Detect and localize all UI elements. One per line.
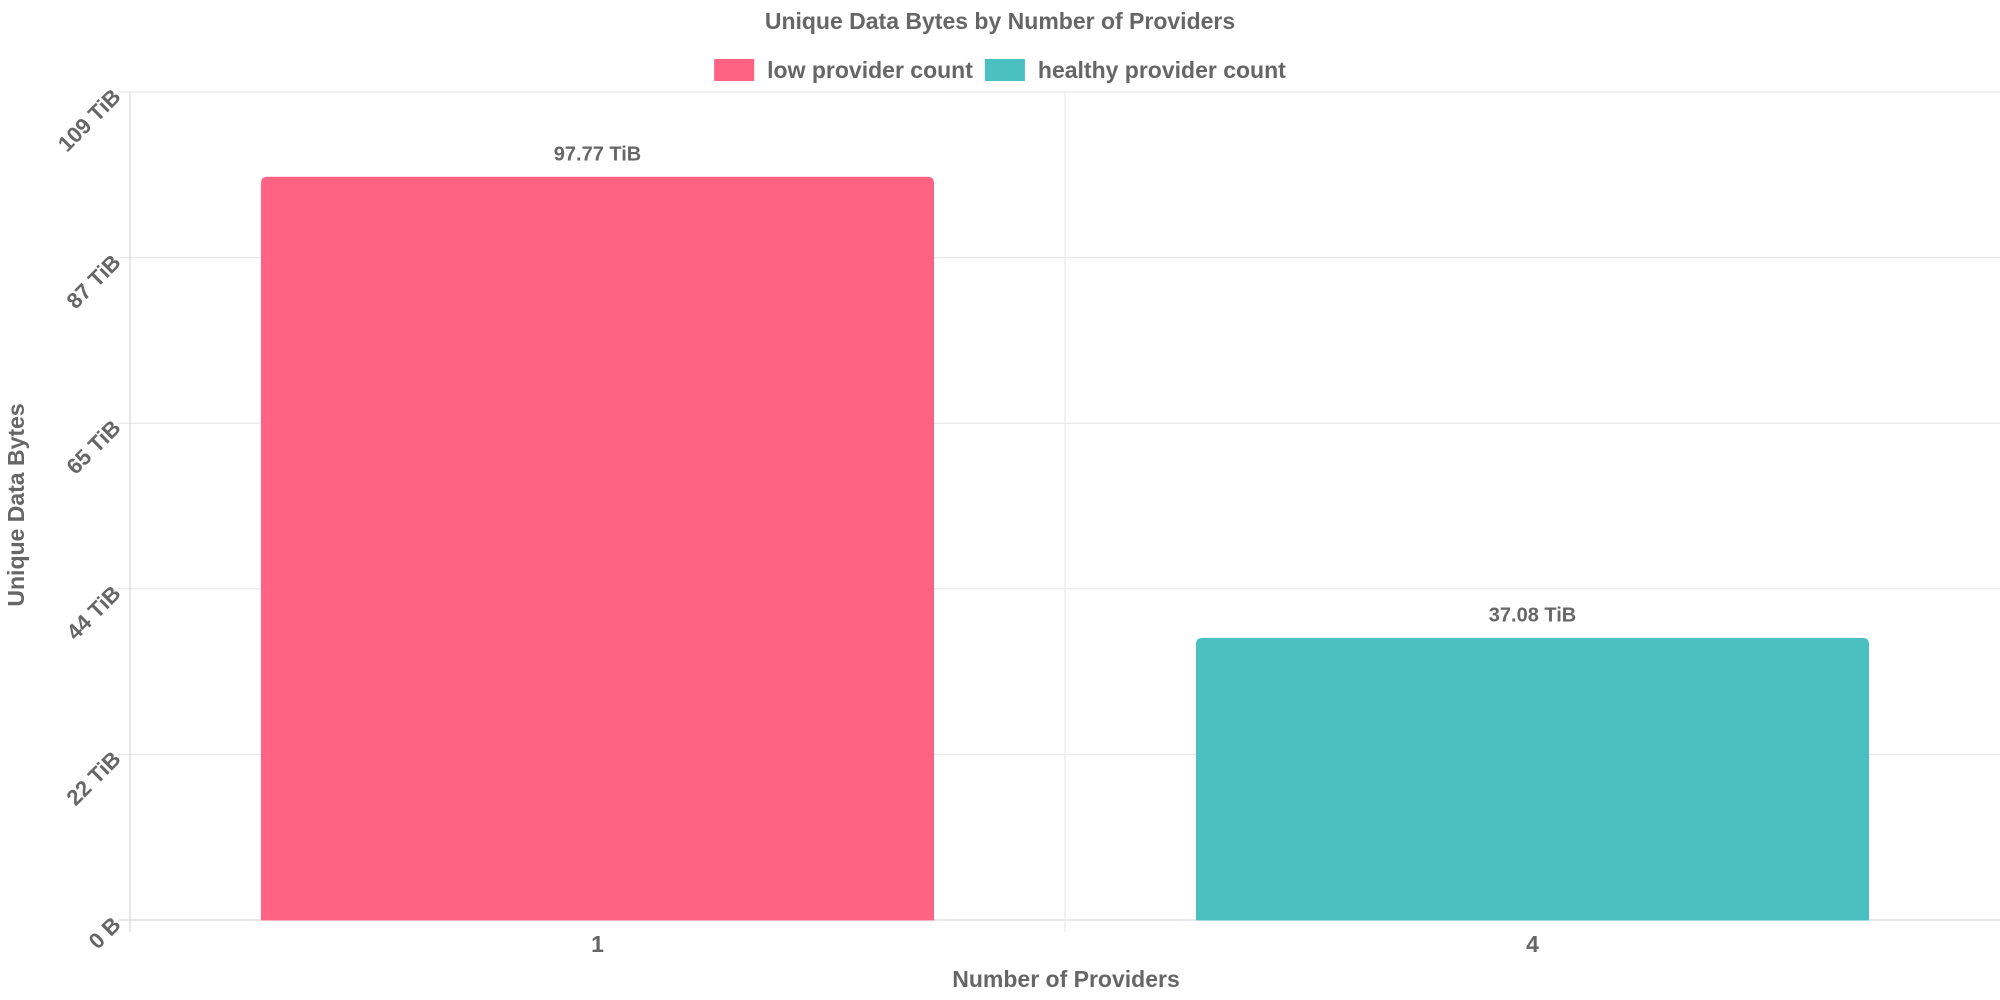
y-tick-label: 44 TiB	[61, 581, 125, 645]
bar-value-label: 97.77 TiB	[554, 143, 641, 165]
y-tick-label: 22 TiB	[61, 746, 125, 810]
legend: low provider count healthy provider count	[714, 57, 1286, 83]
legend-swatch	[714, 59, 755, 81]
bar	[1196, 637, 1869, 921]
y-tick-label: 87 TiB	[61, 249, 125, 313]
y-tick-label: 0 B	[84, 912, 126, 954]
legend-label: healthy provider count	[1038, 57, 1286, 83]
legend-swatch	[984, 59, 1025, 81]
legend-label: low provider count	[767, 57, 973, 83]
y-axis-title: Unique Data Bytes	[3, 403, 29, 606]
chart-title: Unique Data Bytes by Number of Providers	[765, 8, 1235, 34]
bar	[261, 176, 934, 921]
x-tick-label: 1	[591, 931, 604, 957]
y-axis-ticks: 0 B 22 TiB 44 TiB 65 TiB 87 TiB 109 TiB	[53, 84, 126, 954]
bar-value-labels: 97.77 TiB 37.08 TiB	[554, 143, 1576, 626]
x-tick-label: 4	[1526, 931, 1539, 957]
bars	[261, 176, 1869, 921]
y-tick-label: 65 TiB	[61, 415, 125, 479]
y-tick-label: 109 TiB	[53, 84, 126, 157]
x-axis-title: Number of Providers	[952, 966, 1180, 992]
bar-value-label: 37.08 TiB	[1489, 604, 1576, 626]
